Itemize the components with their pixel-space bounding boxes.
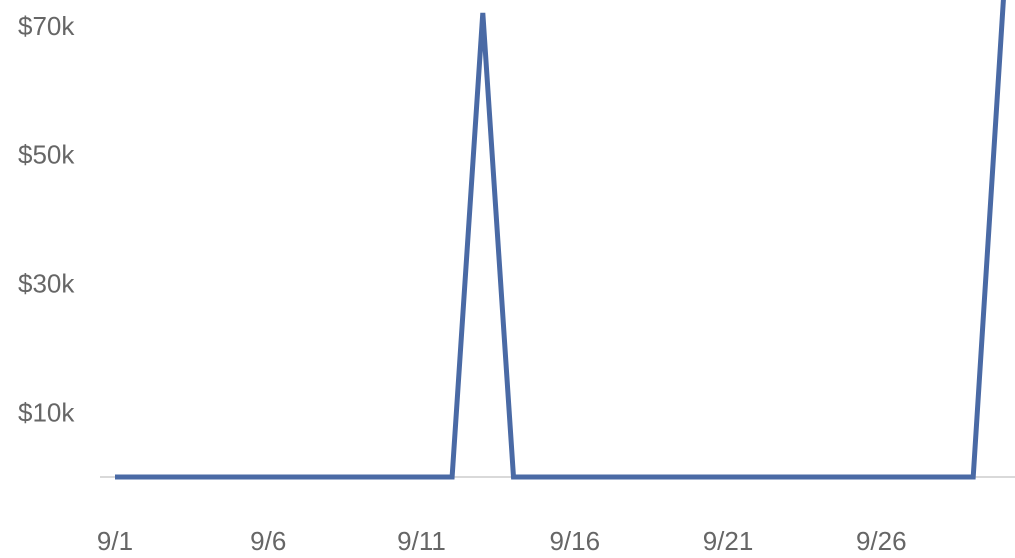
x-axis-tick-labels: 9/1 9/6 9/11 9/16 9/21 9/26: [97, 526, 907, 556]
x-tick-label: 9/1: [97, 526, 133, 556]
y-tick-label: $70k: [18, 11, 75, 41]
y-tick-label: $30k: [18, 269, 75, 299]
x-tick-label: 9/26: [856, 526, 907, 556]
y-tick-label: $50k: [18, 140, 75, 170]
y-tick-label: $10k: [18, 398, 75, 428]
x-tick-label: 9/11: [397, 526, 446, 556]
x-tick-label: 9/21: [703, 526, 754, 556]
x-tick-label: 9/6: [250, 526, 286, 556]
series-line-0: [115, 0, 1006, 480]
series-layer: [115, 0, 1006, 480]
x-tick-label: 9/16: [549, 526, 600, 556]
y-axis-tick-labels: $10k $30k $50k $70k: [18, 11, 75, 428]
